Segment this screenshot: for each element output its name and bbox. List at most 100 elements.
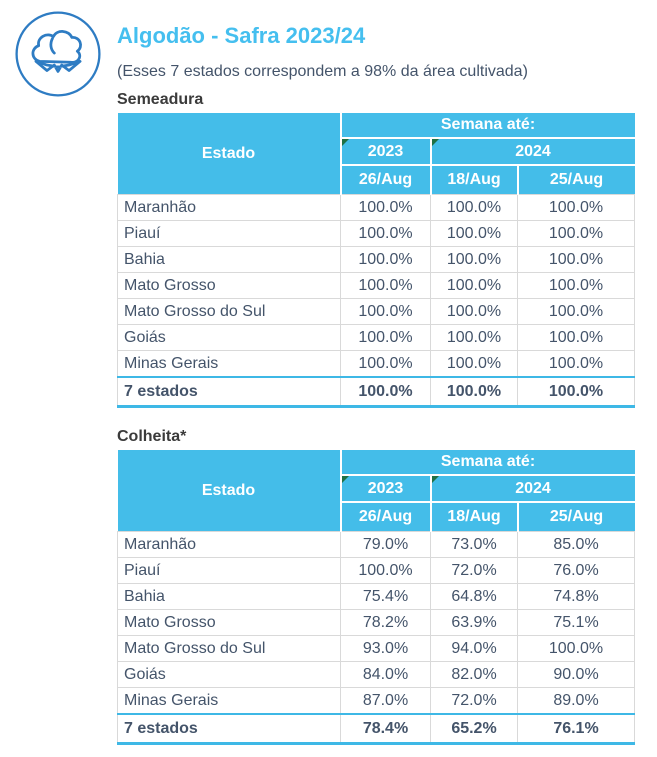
value-cell: 75.1% (516, 609, 636, 636)
value-cell: 100.0% (430, 298, 518, 325)
date-header: 26/Aug (340, 502, 432, 532)
value-cell: 82.0% (430, 661, 518, 688)
value-cell: 100.0% (516, 350, 636, 378)
state-cell: Goiás (117, 324, 341, 351)
value-cell: 100.0% (516, 324, 636, 351)
value-cell: 63.9% (430, 609, 518, 636)
value-cell: 100.0% (340, 220, 431, 247)
value-cell: 94.0% (430, 635, 518, 662)
state-cell: Maranhão (117, 531, 341, 558)
state-cell: Bahia (117, 583, 341, 610)
state-cell: Minas Gerais (117, 350, 341, 378)
value-cell: 100.0% (340, 194, 431, 221)
table-row: Piauí 100.0% 100.0% 100.0% (117, 220, 636, 247)
state-cell: Maranhão (117, 194, 341, 221)
colheita-table: Estado Semana até: 2023 2024 26/Aug 18/A… (117, 450, 636, 745)
report-content: Algodão - Safra 2023/24 (Esses 7 estados… (117, 14, 636, 745)
total-value: 78.4% (340, 713, 431, 745)
section-colheita: Colheita* Estado Semana até: 2023 2024 2 (117, 427, 636, 745)
value-cell: 100.0% (340, 350, 431, 378)
value-cell: 100.0% (516, 272, 636, 299)
value-cell: 79.0% (340, 531, 431, 558)
value-cell: 76.0% (516, 557, 636, 584)
table-row: Maranhão 100.0% 100.0% 100.0% (117, 194, 636, 221)
table-row: Maranhão 79.0% 73.0% 85.0% (117, 531, 636, 558)
table-row: Bahia 75.4% 64.8% 74.8% (117, 583, 636, 610)
year-2024-header: 2024 (430, 475, 635, 503)
value-cell: 100.0% (516, 220, 636, 247)
value-cell: 100.0% (340, 557, 431, 584)
table-row: Goiás 100.0% 100.0% 100.0% (117, 324, 636, 351)
value-cell: 100.0% (430, 350, 518, 378)
date-header: 26/Aug (340, 165, 432, 195)
value-cell: 87.0% (340, 687, 431, 715)
value-cell: 89.0% (516, 687, 636, 715)
semeadura-table: Estado Semana até: 2023 2024 26/Aug 18/A… (117, 113, 636, 408)
value-cell: 93.0% (340, 635, 431, 662)
estado-header: Estado (117, 113, 342, 195)
state-cell: Mato Grosso (117, 272, 341, 299)
year-2024-header: 2024 (430, 138, 635, 166)
value-cell: 100.0% (430, 220, 518, 247)
value-cell: 85.0% (516, 531, 636, 558)
value-cell: 64.8% (430, 583, 518, 610)
value-cell: 73.0% (430, 531, 518, 558)
total-value: 100.0% (340, 376, 431, 408)
state-cell: Piauí (117, 220, 341, 247)
table-row: Bahia 100.0% 100.0% 100.0% (117, 246, 636, 273)
header-row-years: 2023 2024 (118, 475, 635, 503)
value-cell: 100.0% (516, 635, 636, 662)
value-cell: 75.4% (340, 583, 431, 610)
section-label-semeadura: Semeadura (117, 91, 204, 108)
total-value: 65.2% (430, 713, 518, 745)
table-row: Mato Grosso 78.2% 63.9% 75.1% (117, 609, 636, 636)
state-cell: Mato Grosso do Sul (117, 298, 341, 325)
year-2023-header: 2023 (340, 475, 432, 503)
header-row-semana: Estado Semana até: (117, 113, 635, 195)
state-cell: Goiás (117, 661, 341, 688)
state-cell: Minas Gerais (117, 687, 341, 715)
subtitle: (Esses 7 estados correspondem a 98% da á… (117, 63, 528, 80)
state-cell: Mato Grosso (117, 609, 341, 636)
year-2023-header: 2023 (340, 138, 432, 166)
cotton-icon (12, 8, 104, 100)
header-row-semana: Estado Semana até: (117, 450, 635, 532)
semana-ate-header: Semana até: (340, 450, 635, 476)
value-cell: 100.0% (430, 246, 518, 273)
total-value: 100.0% (516, 376, 636, 408)
table-row: Mato Grosso 100.0% 100.0% 100.0% (117, 272, 636, 299)
total-value: 100.0% (430, 376, 518, 408)
value-cell: 72.0% (430, 557, 518, 584)
state-cell: Bahia (117, 246, 341, 273)
date-header: 18/Aug (430, 502, 519, 532)
table-row: Minas Gerais 87.0% 72.0% 89.0% (117, 687, 636, 715)
date-header: 25/Aug (517, 165, 635, 195)
value-cell: 84.0% (340, 661, 431, 688)
date-header: 25/Aug (517, 502, 635, 532)
section-label-colheita: Colheita* (117, 428, 187, 445)
total-row: 7 estados 100.0% 100.0% 100.0% (117, 376, 636, 408)
value-cell: 100.0% (430, 324, 518, 351)
value-cell: 90.0% (516, 661, 636, 688)
value-cell: 100.0% (516, 298, 636, 325)
table-row: Piauí 100.0% 72.0% 76.0% (117, 557, 636, 584)
value-cell: 78.2% (340, 609, 431, 636)
state-cell: Mato Grosso do Sul (117, 635, 341, 662)
value-cell: 100.0% (340, 246, 431, 273)
table-row: Mato Grosso do Sul 100.0% 100.0% 100.0% (117, 298, 636, 325)
total-label: 7 estados (117, 713, 341, 745)
header-row-dates: 26/Aug 18/Aug 25/Aug (118, 502, 635, 532)
total-label: 7 estados (117, 376, 341, 408)
value-cell: 100.0% (340, 324, 431, 351)
value-cell: 100.0% (430, 272, 518, 299)
value-cell: 100.0% (340, 272, 431, 299)
semana-ate-header: Semana até: (340, 113, 635, 139)
estado-header: Estado (117, 450, 342, 532)
table-row: Goiás 84.0% 82.0% 90.0% (117, 661, 636, 688)
value-cell: 100.0% (516, 246, 636, 273)
state-cell: Piauí (117, 557, 341, 584)
table-row: Mato Grosso do Sul 93.0% 94.0% 100.0% (117, 635, 636, 662)
value-cell: 100.0% (516, 194, 636, 221)
total-row: 7 estados 78.4% 65.2% 76.1% (117, 713, 636, 745)
